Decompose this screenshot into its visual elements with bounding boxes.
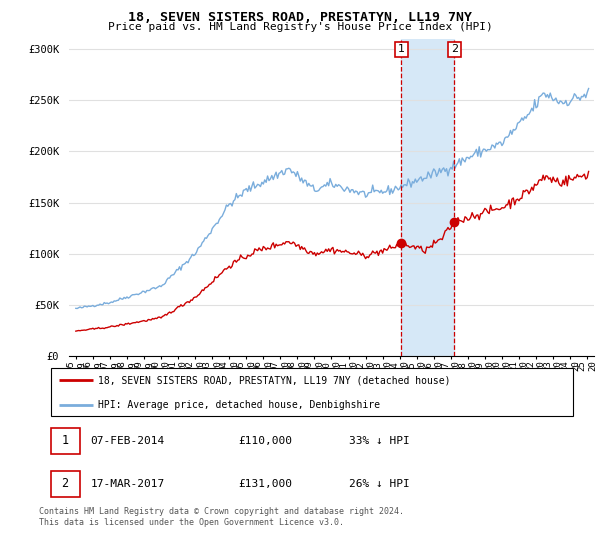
Text: 1: 1	[398, 44, 405, 54]
Text: Price paid vs. HM Land Registry's House Price Index (HPI): Price paid vs. HM Land Registry's House …	[107, 22, 493, 32]
FancyBboxPatch shape	[50, 368, 574, 416]
Text: Contains HM Land Registry data © Crown copyright and database right 2024.: Contains HM Land Registry data © Crown c…	[39, 507, 404, 516]
Text: 17-MAR-2017: 17-MAR-2017	[90, 479, 164, 489]
Text: 07-FEB-2014: 07-FEB-2014	[90, 436, 164, 446]
Bar	[401, 39, 454, 356]
Text: 18, SEVEN SISTERS ROAD, PRESTATYN, LL19 7NY (detached house): 18, SEVEN SISTERS ROAD, PRESTATYN, LL19 …	[98, 375, 451, 385]
FancyBboxPatch shape	[50, 471, 80, 497]
Text: 26% ↓ HPI: 26% ↓ HPI	[349, 479, 410, 489]
Text: 1: 1	[62, 434, 69, 447]
Text: £110,000: £110,000	[238, 436, 292, 446]
Text: £131,000: £131,000	[238, 479, 292, 489]
Text: 2: 2	[451, 44, 458, 54]
Text: 2: 2	[62, 477, 69, 490]
FancyBboxPatch shape	[50, 428, 80, 454]
Text: HPI: Average price, detached house, Denbighshire: HPI: Average price, detached house, Denb…	[98, 400, 380, 409]
Text: 33% ↓ HPI: 33% ↓ HPI	[349, 436, 410, 446]
Text: 18, SEVEN SISTERS ROAD, PRESTATYN, LL19 7NY: 18, SEVEN SISTERS ROAD, PRESTATYN, LL19 …	[128, 11, 472, 24]
Text: This data is licensed under the Open Government Licence v3.0.: This data is licensed under the Open Gov…	[39, 518, 344, 527]
